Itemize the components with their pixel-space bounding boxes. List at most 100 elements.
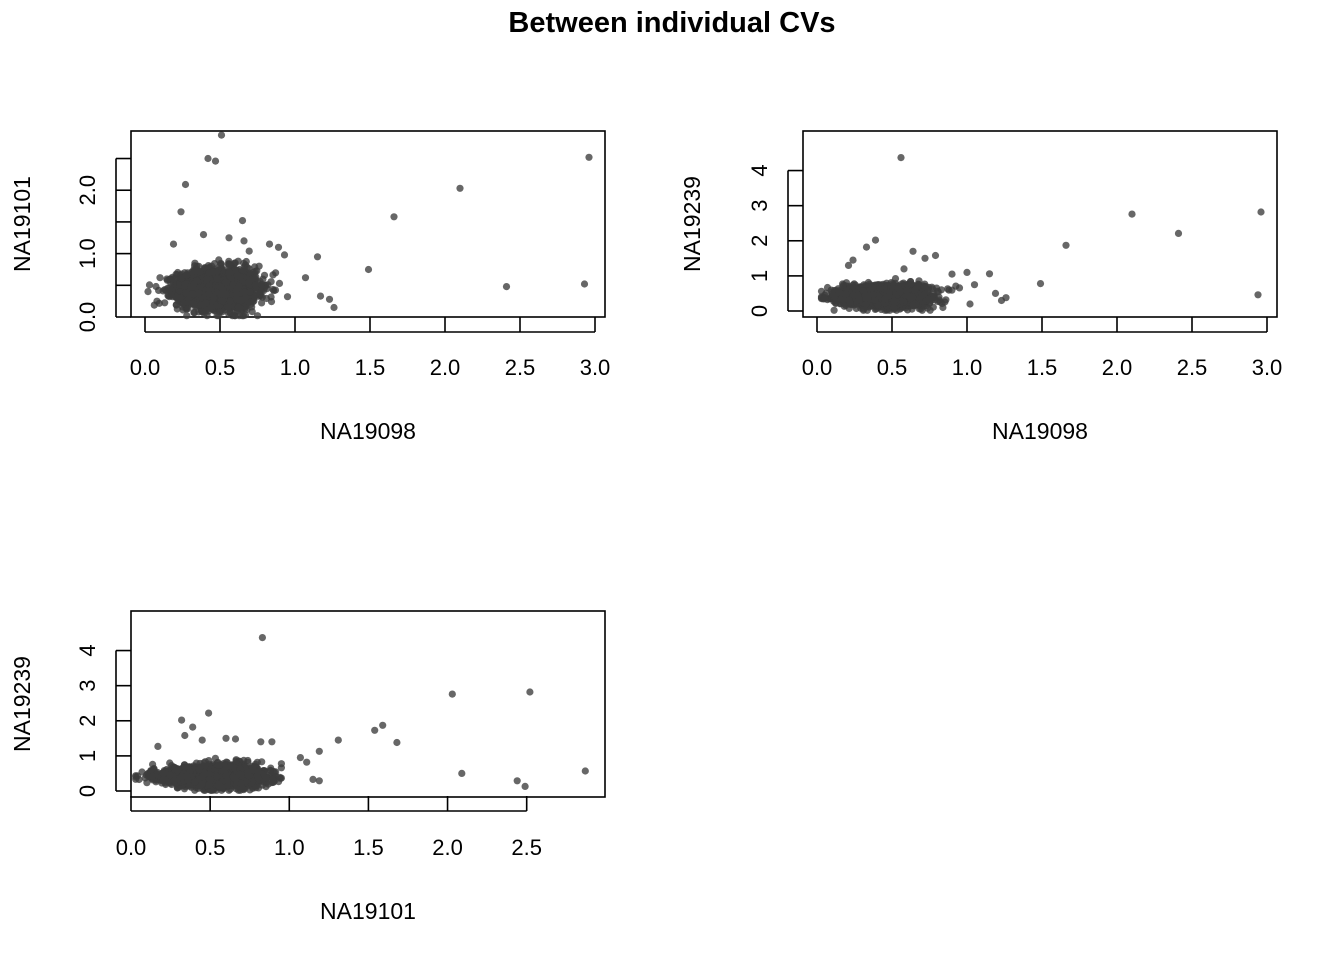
data-point [205,290,213,298]
data-point [1174,229,1183,237]
data-point [202,306,211,315]
data-point [168,288,176,296]
data-point [173,305,181,313]
data-point [203,275,211,283]
data-point [456,184,464,192]
data-point [948,270,956,278]
scatter-panel-na19098-vs-na19239: NA19098 NA19239 0.0 0.5 1.0 1.5 2.0 2.5 3.0012… [679,130,1283,444]
data-point [1002,294,1010,302]
data-point [211,157,220,165]
data-point [233,271,241,279]
x-tick-label: 0.5 [195,835,226,860]
x-tick-label: 0.0 [130,355,161,380]
data-point [325,295,334,303]
data-point [221,278,229,286]
x-axis-label: NA19101 [320,898,416,924]
data-point [215,256,223,264]
plot-frame [130,130,606,318]
data-point [252,281,260,289]
data-point [280,251,289,259]
data-point [985,270,994,278]
data-point [233,284,242,292]
x-tick-label: 1.5 [355,355,386,380]
data-point [244,279,253,287]
data-point [252,273,260,281]
data-point [944,285,952,293]
x-tick-label: 0.0 [116,835,147,860]
data-point [181,280,189,288]
data-point [217,131,226,139]
data-point [301,274,310,282]
data-point [210,294,218,302]
y-tick-label: 0.0 [75,302,100,333]
data-point [869,291,877,299]
data-point [233,290,241,298]
data-point [1254,291,1262,299]
x-tick-label: 1.5 [1027,355,1058,380]
data-point [260,271,269,279]
data-point [243,306,251,314]
data-point [844,261,853,269]
data-point [852,304,860,313]
data-point [921,254,929,262]
data-point [911,286,919,294]
data-point [169,240,178,248]
data-point [861,291,870,299]
y-tick-label: 4 [75,644,100,656]
data-point [924,286,933,294]
data-point [890,297,898,305]
data-point [900,265,908,273]
data-point [840,296,848,304]
data-point [269,271,277,279]
x-tick-label: 1.0 [280,355,311,380]
data-point [939,303,947,312]
y-tick-label: 2 [75,715,100,727]
data-points [144,131,593,320]
data-point [189,300,198,308]
data-point [191,259,199,267]
data-point [202,299,210,307]
data-point [177,208,185,216]
data-point [925,295,933,303]
data-point [1257,208,1265,216]
data-point [830,306,838,314]
data-point [855,296,863,304]
data-point [991,289,1000,297]
x-axis-label: NA19098 [992,418,1088,444]
data-point [201,264,209,272]
x-tick-label: 2.0 [432,835,463,860]
data-point [199,231,208,239]
data-point [585,153,593,161]
data-point [183,312,191,320]
data-point [881,295,889,303]
data-point [823,283,832,292]
data-point [144,288,152,296]
data-point [156,274,164,282]
x-tick-label: 2.0 [1102,355,1133,380]
x-tick-label: 2.5 [511,835,542,860]
data-point [313,253,322,261]
data-point [258,299,266,307]
x-axis-label: NA19098 [320,418,416,444]
data-point [225,234,233,242]
data-point [952,282,960,290]
y-tick-label: 0 [75,785,100,797]
data-point [209,300,217,308]
data-point [238,267,246,275]
x-tick-label: 3.0 [580,355,611,380]
data-points [817,154,1265,314]
y-tick-label: 2.0 [75,175,100,206]
y-tick-label: 3 [747,200,772,212]
y-tick-label: 1 [75,750,100,762]
data-point [330,303,338,312]
x-tick-label: 1.5 [353,835,384,860]
x-tick-label: 3.0 [1252,355,1283,380]
data-point [181,180,190,189]
data-point [243,263,251,271]
data-point [580,280,589,288]
data-point [502,283,511,291]
data-point [275,279,284,287]
data-point [250,297,258,305]
data-point [931,251,940,260]
